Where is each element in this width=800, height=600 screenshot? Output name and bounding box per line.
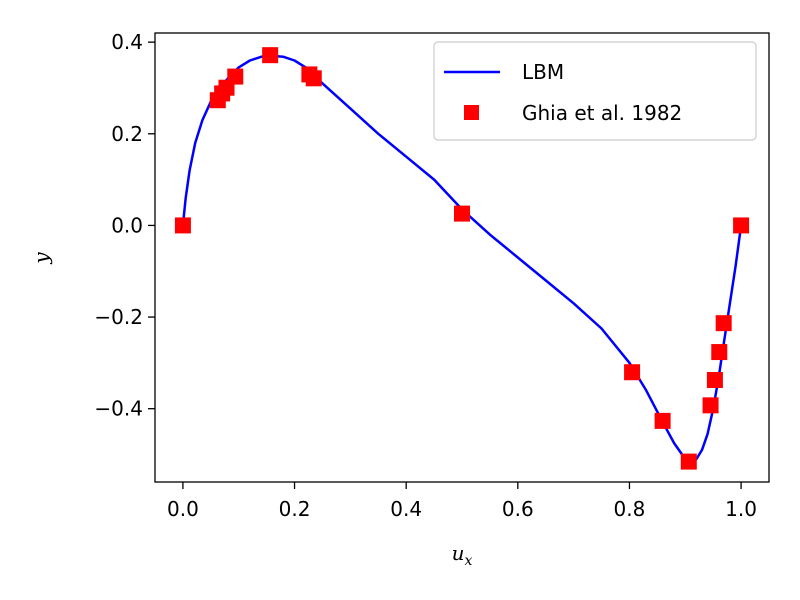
- x-tick-label: 1.0: [725, 497, 757, 521]
- ghia-data-point: [227, 68, 244, 85]
- x-tick-label: 0.8: [614, 497, 646, 521]
- ghia-data-point: [702, 397, 719, 414]
- y-axis: 0.4 0.2 0.0 −0.2 −0.4: [94, 30, 155, 421]
- x-tick-label: 0.6: [502, 497, 534, 521]
- x-axis-label-subscript: x: [464, 553, 472, 569]
- ghia-data-point: [715, 315, 732, 332]
- data-layer: [174, 47, 750, 470]
- ghia-data-point: [174, 217, 191, 234]
- y-tick-label: −0.4: [94, 397, 143, 421]
- ghia-data-point: [454, 205, 470, 222]
- ghia-data-point: [733, 217, 750, 234]
- ghia-data-point: [624, 364, 641, 381]
- ghia-data-point: [711, 344, 728, 361]
- legend-ghia-marker-icon: [464, 105, 479, 120]
- x-axis-label-main: u: [452, 541, 465, 565]
- ghia-data-point: [680, 453, 697, 470]
- x-tick-label: 0.2: [279, 497, 311, 521]
- ghia-data-point: [262, 47, 279, 64]
- y-tick-label: 0.4: [111, 30, 143, 54]
- y-tick-label: −0.2: [94, 305, 143, 329]
- ghia-data-point: [706, 372, 723, 389]
- legend: LBM Ghia et al. 1982: [433, 41, 757, 141]
- y-tick-label: 0.2: [111, 122, 143, 146]
- plot-frame: [154, 32, 770, 483]
- x-tick-label: 0.4: [390, 497, 422, 521]
- x-tick-label: 0.0: [167, 497, 199, 521]
- ghia-data-point: [654, 412, 671, 429]
- y-tick-label: 0.0: [111, 213, 143, 237]
- ghia-data-point: [305, 70, 322, 87]
- x-axis: 0.0 0.2 0.4 0.6 0.8 1.0: [167, 482, 757, 521]
- legend-box: [433, 41, 757, 141]
- legend-lbm-label: LBM: [522, 60, 564, 84]
- y-axis-label: y: [29, 252, 53, 265]
- x-axis-label: ux: [452, 541, 473, 569]
- legend-ghia-label: Ghia et al. 1982: [522, 101, 682, 125]
